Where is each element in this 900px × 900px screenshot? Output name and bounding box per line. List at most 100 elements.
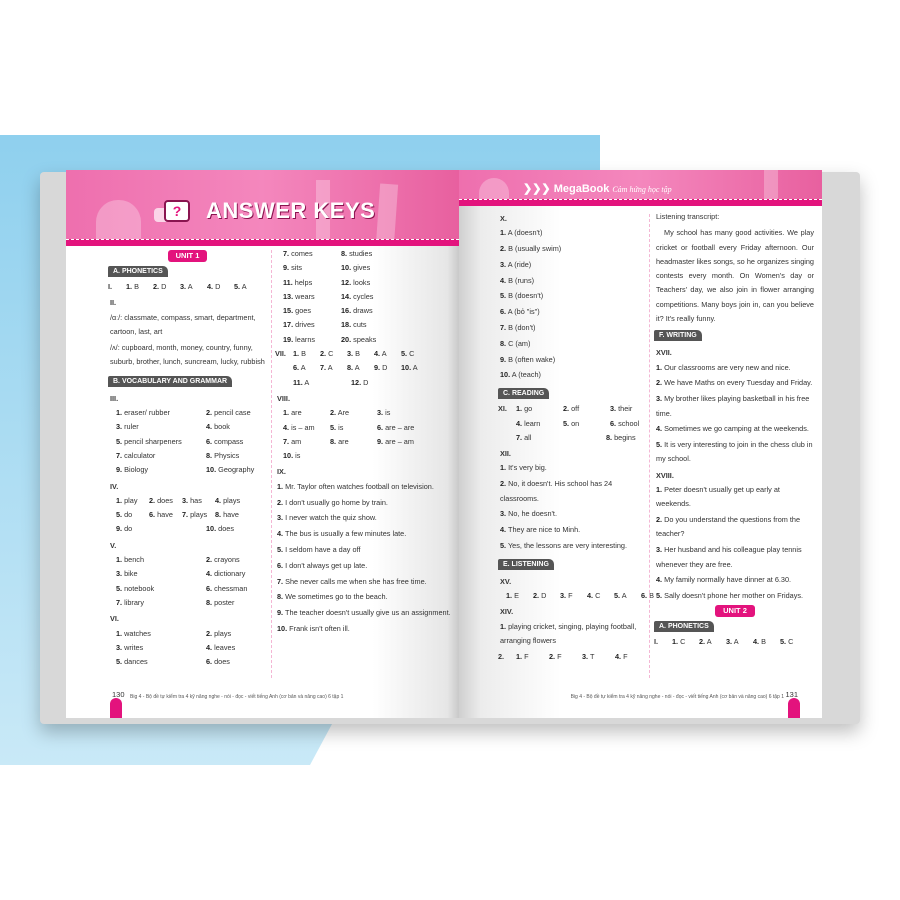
- answer-text: C (am): [506, 338, 531, 348]
- answer-cell: 4. leaves: [206, 641, 296, 655]
- answer-value: A: [620, 591, 627, 601]
- answer-text: B (often wake): [506, 354, 556, 364]
- answer-cell: 8. Physics: [206, 449, 296, 463]
- answer-text: It's very big.: [506, 463, 547, 473]
- answer-number: 3.: [560, 591, 567, 601]
- tower-silhouette: [375, 183, 399, 247]
- answer-cell: 1. play: [116, 494, 149, 508]
- answer-number: 4.: [500, 525, 507, 535]
- answer-row: 7. am 8. are 9. are – am: [277, 435, 457, 449]
- answer-row: 5. do 6. have 7. plays 8. have: [110, 508, 265, 522]
- answer-cell: 9. Biology: [116, 463, 206, 477]
- answer-cell: 3. B: [347, 347, 374, 361]
- answer-value: poster: [212, 597, 235, 607]
- answer-value: do: [122, 510, 133, 520]
- answer-number: 11.: [283, 277, 293, 287]
- answer-text: A (ride): [506, 259, 532, 269]
- answer-cell: 5. do: [116, 508, 149, 522]
- banner-strip: [66, 239, 459, 246]
- answer-row: 7. library 8. poster: [110, 596, 265, 610]
- answer-row: 5. dances 6. does: [110, 655, 265, 669]
- answer-value: pencil case: [212, 408, 251, 418]
- answer-value: F: [555, 651, 562, 661]
- answer-number: 10.: [401, 363, 412, 373]
- answer-item: 3. Her husband and his colleague play te…: [656, 543, 814, 572]
- answer-row: XI. 1. go 2. off 3. their: [498, 402, 650, 416]
- answer-cell: 3. T: [582, 650, 615, 664]
- answer-cell: 9. are – am: [377, 435, 424, 449]
- answer-value: is: [336, 422, 344, 432]
- answer-value: C: [407, 349, 415, 359]
- answer-value: C: [326, 349, 334, 359]
- answer-cell: 1. B: [293, 347, 320, 361]
- answer-cell: 1. C: [672, 635, 699, 649]
- page-tab: [110, 698, 122, 718]
- answer-number: 10.: [341, 263, 352, 273]
- answer-value: does: [216, 524, 235, 534]
- answer-cell: 13. wears: [283, 290, 341, 304]
- answer-row: 13. wears 14. cycles: [277, 290, 457, 304]
- answer-cell: 6. B: [641, 589, 668, 603]
- answer-number: 1.: [116, 408, 123, 418]
- answer-text: We have Maths on every Tuesday and Frida…: [662, 378, 813, 388]
- answer-cell: 15. goes: [283, 304, 341, 318]
- answer-value: A: [186, 282, 193, 291]
- answer-value: gives: [351, 263, 371, 273]
- answer-value: F: [522, 651, 529, 661]
- exercise-number: XII.: [500, 449, 511, 459]
- answer-item: 7. B (don't): [500, 321, 650, 335]
- answer-number: 6.: [206, 583, 213, 593]
- answer-number: 1.: [500, 463, 507, 473]
- section-badge: A. PHONETICS: [654, 620, 714, 632]
- section-heading: E. LISTENING: [498, 555, 650, 573]
- answer-value: cuts: [351, 320, 367, 330]
- answer-number: 2.: [153, 282, 160, 291]
- answer-value: A: [353, 363, 360, 373]
- answer-value: looks: [351, 277, 371, 287]
- answer-text: We sometimes go to the beach.: [283, 592, 388, 602]
- answer-number: 1.: [656, 485, 663, 495]
- answer-item: 4. Sometimes we go camping at the weeken…: [656, 422, 814, 436]
- answer-value: compass: [212, 436, 244, 446]
- answer-cell: 3. is: [377, 406, 424, 420]
- answer-number: 2.: [549, 651, 556, 661]
- left-column-2: 7. comes 8. studies 9. sits 10. gives 11. he…: [275, 247, 457, 638]
- statue-silhouette: [316, 180, 330, 240]
- answer-item: 5. Yes, the lessons are very interesting…: [500, 539, 650, 553]
- page-footer: Big 4 - Bộ đề tự kiểm tra 4 kỹ năng nghe…: [130, 694, 344, 700]
- answer-number: 6.: [277, 560, 284, 570]
- answer-value: F: [621, 651, 628, 661]
- answer-cell: 2. does: [149, 494, 182, 508]
- answer-number: 12.: [341, 277, 352, 287]
- answer-value: am: [289, 436, 302, 446]
- answer-value: C: [678, 636, 686, 646]
- question-speech-bubble-icon: ?: [164, 200, 190, 222]
- answer-value: E: [512, 591, 519, 601]
- answer-number: 5.: [330, 422, 337, 432]
- answer-text: B (don't): [506, 323, 536, 333]
- answer-number: 9.: [374, 363, 381, 373]
- answer-value: begins: [612, 432, 636, 442]
- answer-number: 2.: [277, 497, 284, 507]
- answer-item: 5. I seldom have a day off: [277, 543, 457, 557]
- answer-number: 4.: [206, 569, 213, 579]
- answer-cell: 7. all: [516, 431, 606, 445]
- answer-value: studies: [347, 249, 373, 258]
- answer-cell: 6. school: [610, 417, 657, 431]
- answer-text: She never calls me when she has free tim…: [283, 576, 427, 586]
- answer-number: 5.: [780, 636, 787, 646]
- unit-badge: UNIT 1: [167, 250, 208, 262]
- answer-cell: 6. compass: [206, 435, 296, 449]
- unit-heading: UNIT 2: [656, 604, 814, 617]
- answer-item: 1. Mr. Taylor often watches football on …: [277, 480, 457, 494]
- answer-cell: 6. have: [149, 508, 182, 522]
- answer-cell: 2. Are: [330, 406, 377, 420]
- answer-text: The teacher doesn't usually give us an a…: [283, 608, 451, 618]
- section-badge: C. READING: [498, 388, 550, 400]
- answer-number: 8.: [215, 510, 222, 520]
- answer-row: 3. ruler 4. book: [110, 420, 265, 434]
- answer-text: Frank isn't often ill.: [287, 623, 350, 633]
- answer-row: 4. learn 5. on 6. school: [498, 417, 650, 431]
- answer-number: 5.: [277, 544, 284, 554]
- answer-number: 1.: [126, 282, 133, 291]
